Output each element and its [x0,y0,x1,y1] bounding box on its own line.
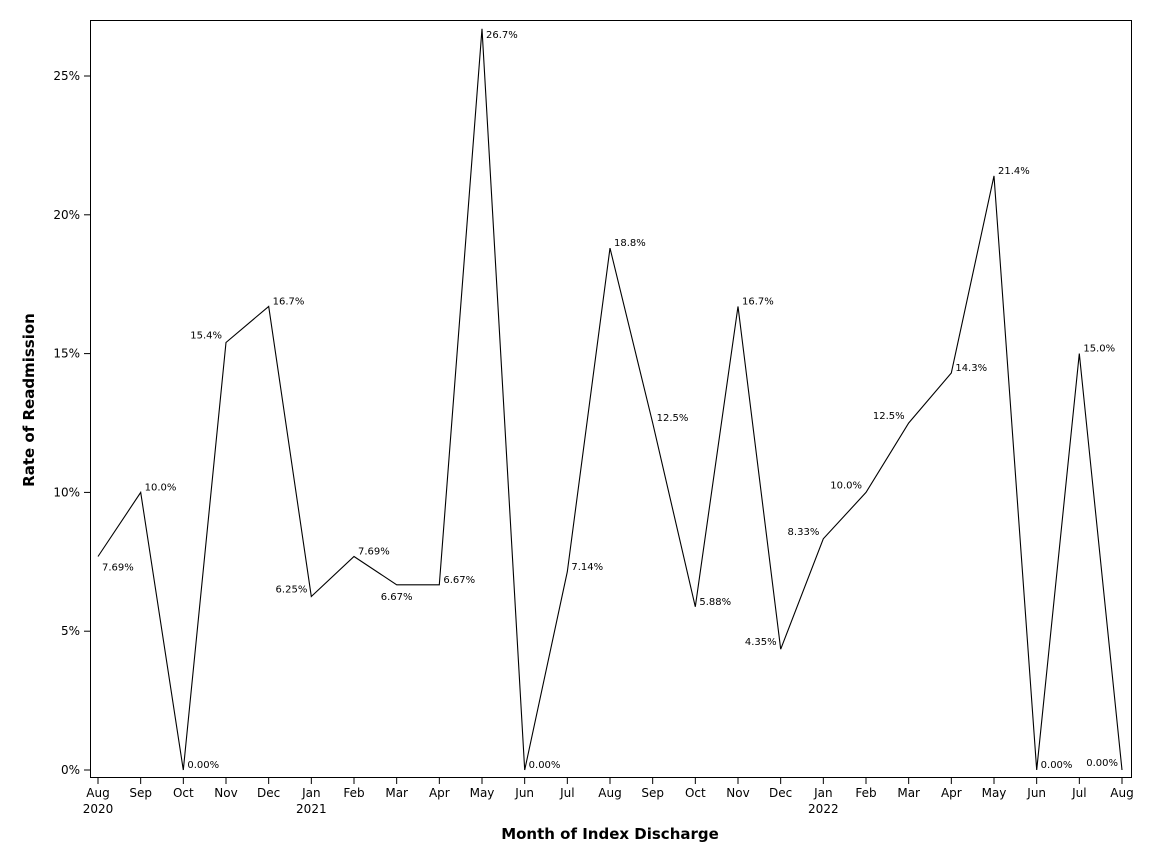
x-tick-label: Jan [301,786,321,800]
data-label: 6.25% [276,585,308,596]
y-axis-title: Rate of Readmission [20,313,38,487]
data-label: 10.0% [830,480,862,491]
x-tick-label: Dec [769,786,792,800]
series-group [97,28,1123,771]
data-label: 6.67% [381,592,413,603]
data-label: 0.00% [1041,760,1073,771]
x-tick-year-label: 2021 [296,802,327,816]
data-label: 26.7% [486,30,518,41]
data-label: 15.4% [190,330,222,341]
data-label: 16.7% [273,296,305,307]
x-tick-label: May [470,786,495,800]
x-tick-label: Nov [726,786,749,800]
data-label: 0.00% [187,760,219,771]
x-tick-label: Mar [897,786,920,800]
data-label: 4.35% [745,637,777,648]
x-tick-label: Oct [685,786,706,800]
data-label: 0.00% [1086,758,1118,769]
x-tick-label: Nov [214,786,237,800]
data-label: 14.3% [955,363,987,374]
data-label: 6.67% [443,575,475,586]
plot-frame [90,20,1132,778]
x-tick-label: Jan [813,786,833,800]
data-label: 15.0% [1083,344,1115,355]
y-tick-label: 25% [53,69,80,83]
data-label: 5.88% [699,597,731,608]
data-label: 0.00% [529,760,561,771]
x-tick-label: Sep [129,786,152,800]
x-tick-label: Apr [941,786,962,800]
x-tick-label: May [982,786,1007,800]
series-line [97,28,1123,771]
data-label: 12.5% [873,411,905,422]
x-tick-label: Jun [1026,786,1046,800]
data-label: 21.4% [998,166,1030,177]
data-label: 18.8% [614,238,646,249]
y-tick-label: 0% [61,763,80,777]
x-tick-label: Sep [641,786,664,800]
data-label: 7.69% [102,563,134,574]
data-label: 16.7% [742,296,774,307]
x-tick-label: Jul [559,786,574,800]
x-tick-label: Aug [86,786,109,800]
x-tick-label: Jun [514,786,534,800]
x-axis: Aug 2020 Sep Oct Nov Dec Jan 2021 Feb Mar Apr May Ju… [83,777,1134,816]
x-tick-label: Apr [429,786,450,800]
x-axis-title: Month of Index Discharge [501,825,719,843]
x-tick-year-label: 2022 [808,802,839,816]
y-tick-label: 15% [53,347,80,361]
x-tick-label: Dec [257,786,280,800]
x-tick-label: Oct [173,786,194,800]
data-label: 12.5% [657,413,689,424]
x-tick-label: Feb [855,786,876,800]
data-label: 10.0% [145,482,177,493]
y-tick-label: 20% [53,208,80,222]
x-tick-year-label: 2020 [83,802,114,816]
y-tick-label: 10% [53,485,80,499]
data-label: 8.33% [788,527,820,538]
x-tick-label: Feb [343,786,364,800]
y-axis: 0% 5% 10% 15% 20% 25% [53,69,91,777]
data-label: 7.69% [358,547,390,558]
y-tick-label: 5% [61,624,80,638]
x-tick-label: Mar [385,786,408,800]
data-label: 7.14% [571,562,603,573]
data-labels: 7.69% 10.0% 0.00% 15.4% 16.7% 6.25% 7.69% 6.67%… [102,30,1118,771]
x-tick-label: Jul [1071,786,1086,800]
x-tick-label: Aug [598,786,621,800]
x-tick-label: Aug [1110,786,1133,800]
